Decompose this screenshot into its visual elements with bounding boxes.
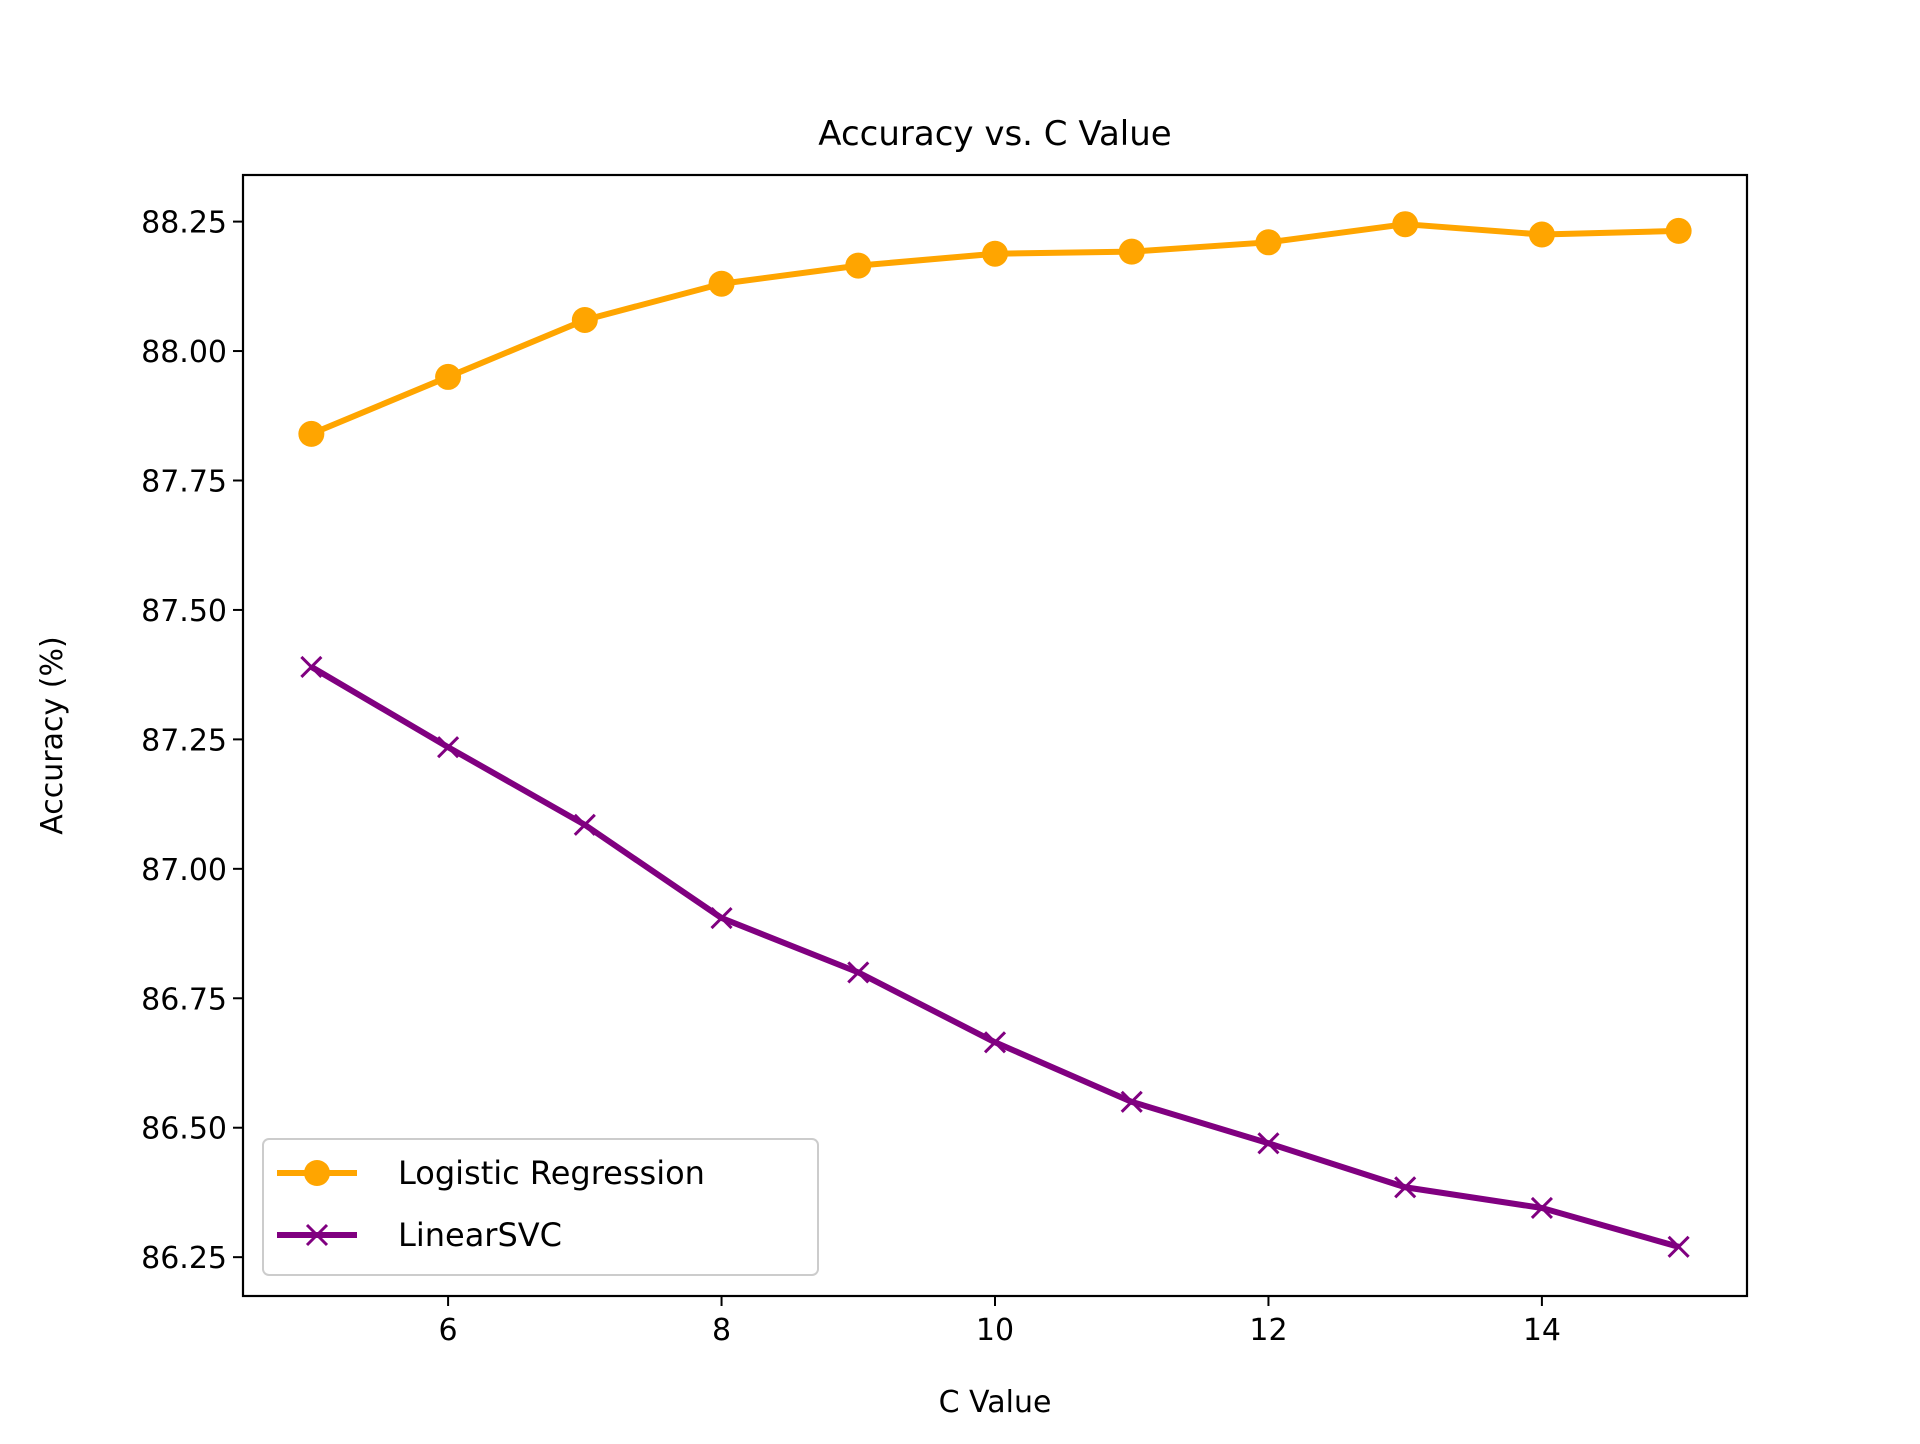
- data-point-logistic-regression: [1528, 221, 1555, 248]
- data-point-logistic-regression: [1118, 238, 1145, 265]
- x-tick-label: 6: [439, 1313, 458, 1348]
- data-point-logistic-regression: [845, 252, 872, 279]
- x-marker-stroke: [573, 813, 596, 836]
- legend-entry: Logistic Regression: [277, 1154, 705, 1192]
- x-marker-stroke: [983, 1031, 1007, 1054]
- x-marker-stroke: [847, 961, 870, 984]
- y-tick-label: 87.50: [141, 594, 227, 629]
- y-axis-label: Accuracy (%): [35, 636, 70, 834]
- data-point-linearsvc: [847, 961, 870, 984]
- data-point-logistic-regression: [1665, 217, 1692, 244]
- data-point-linearsvc: [573, 813, 596, 836]
- data-point-linearsvc: [710, 906, 733, 930]
- data-point-linearsvc: [1257, 1132, 1280, 1155]
- data-point-logistic-regression: [298, 420, 325, 447]
- data-point-logistic-regression: [435, 363, 462, 390]
- y-tick-label: 88.00: [141, 335, 227, 370]
- y-tick-label: 86.25: [141, 1241, 227, 1276]
- legend-label: LinearSVC: [398, 1216, 562, 1254]
- data-point-linearsvc: [983, 1031, 1007, 1054]
- axis-ticks: 6 8 10 12 14 86.25 86.50 86.75 87.00 87.25 87.50 87…: [141, 206, 1561, 1348]
- x-marker-stroke: [300, 655, 323, 678]
- x-marker-stroke: [1530, 1196, 1553, 1220]
- axes-frame: [241, 173, 1749, 1298]
- data-point-linearsvc: [1667, 1235, 1690, 1258]
- data-point-logistic-regression: [1255, 229, 1282, 256]
- x-tick-label: 10: [976, 1313, 1014, 1348]
- x-marker-stroke: [1120, 1090, 1143, 1113]
- data-point-linearsvc: [1394, 1176, 1417, 1199]
- x-marker-stroke: [1667, 1235, 1690, 1258]
- x-marker-stroke: [1257, 1132, 1280, 1155]
- chart-title: Accuracy vs. C Value: [818, 114, 1171, 154]
- y-tick-label: 86.50: [141, 1112, 227, 1147]
- legend: Logistic Regression LinearSVC: [262, 1138, 819, 1276]
- x-marker-stroke: [437, 736, 460, 759]
- legend-marker: [304, 1160, 330, 1186]
- x-tick-label: 14: [1523, 1313, 1561, 1348]
- x-tick-label: 12: [1249, 1313, 1287, 1348]
- y-tick-label: 87.75: [141, 464, 227, 499]
- data-point-logistic-regression: [982, 240, 1008, 267]
- y-tick-label: 87.00: [141, 853, 227, 888]
- x-axis-label: C Value: [939, 1385, 1052, 1420]
- data-point-linearsvc: [300, 655, 323, 678]
- data-point-linearsvc: [437, 736, 460, 759]
- series-layer: [298, 211, 1692, 1258]
- legend-box: [262, 1138, 819, 1276]
- data-point-logistic-regression: [708, 270, 735, 297]
- legend-marker: [305, 1223, 329, 1247]
- legend-label: Logistic Regression: [398, 1154, 705, 1192]
- y-tick-label: 87.25: [141, 723, 227, 758]
- data-point-linearsvc: [1120, 1090, 1143, 1113]
- y-tick-label: 86.75: [141, 982, 227, 1017]
- x-marker-stroke: [710, 906, 733, 930]
- legend-entry: LinearSVC: [277, 1216, 562, 1254]
- x-marker-stroke: [1394, 1176, 1417, 1199]
- data-point-logistic-regression: [1392, 211, 1419, 238]
- y-tick-label: 88.25: [141, 206, 227, 241]
- data-point-linearsvc: [1530, 1196, 1553, 1220]
- x-tick-label: 8: [712, 1313, 731, 1348]
- data-point-logistic-regression: [571, 306, 598, 333]
